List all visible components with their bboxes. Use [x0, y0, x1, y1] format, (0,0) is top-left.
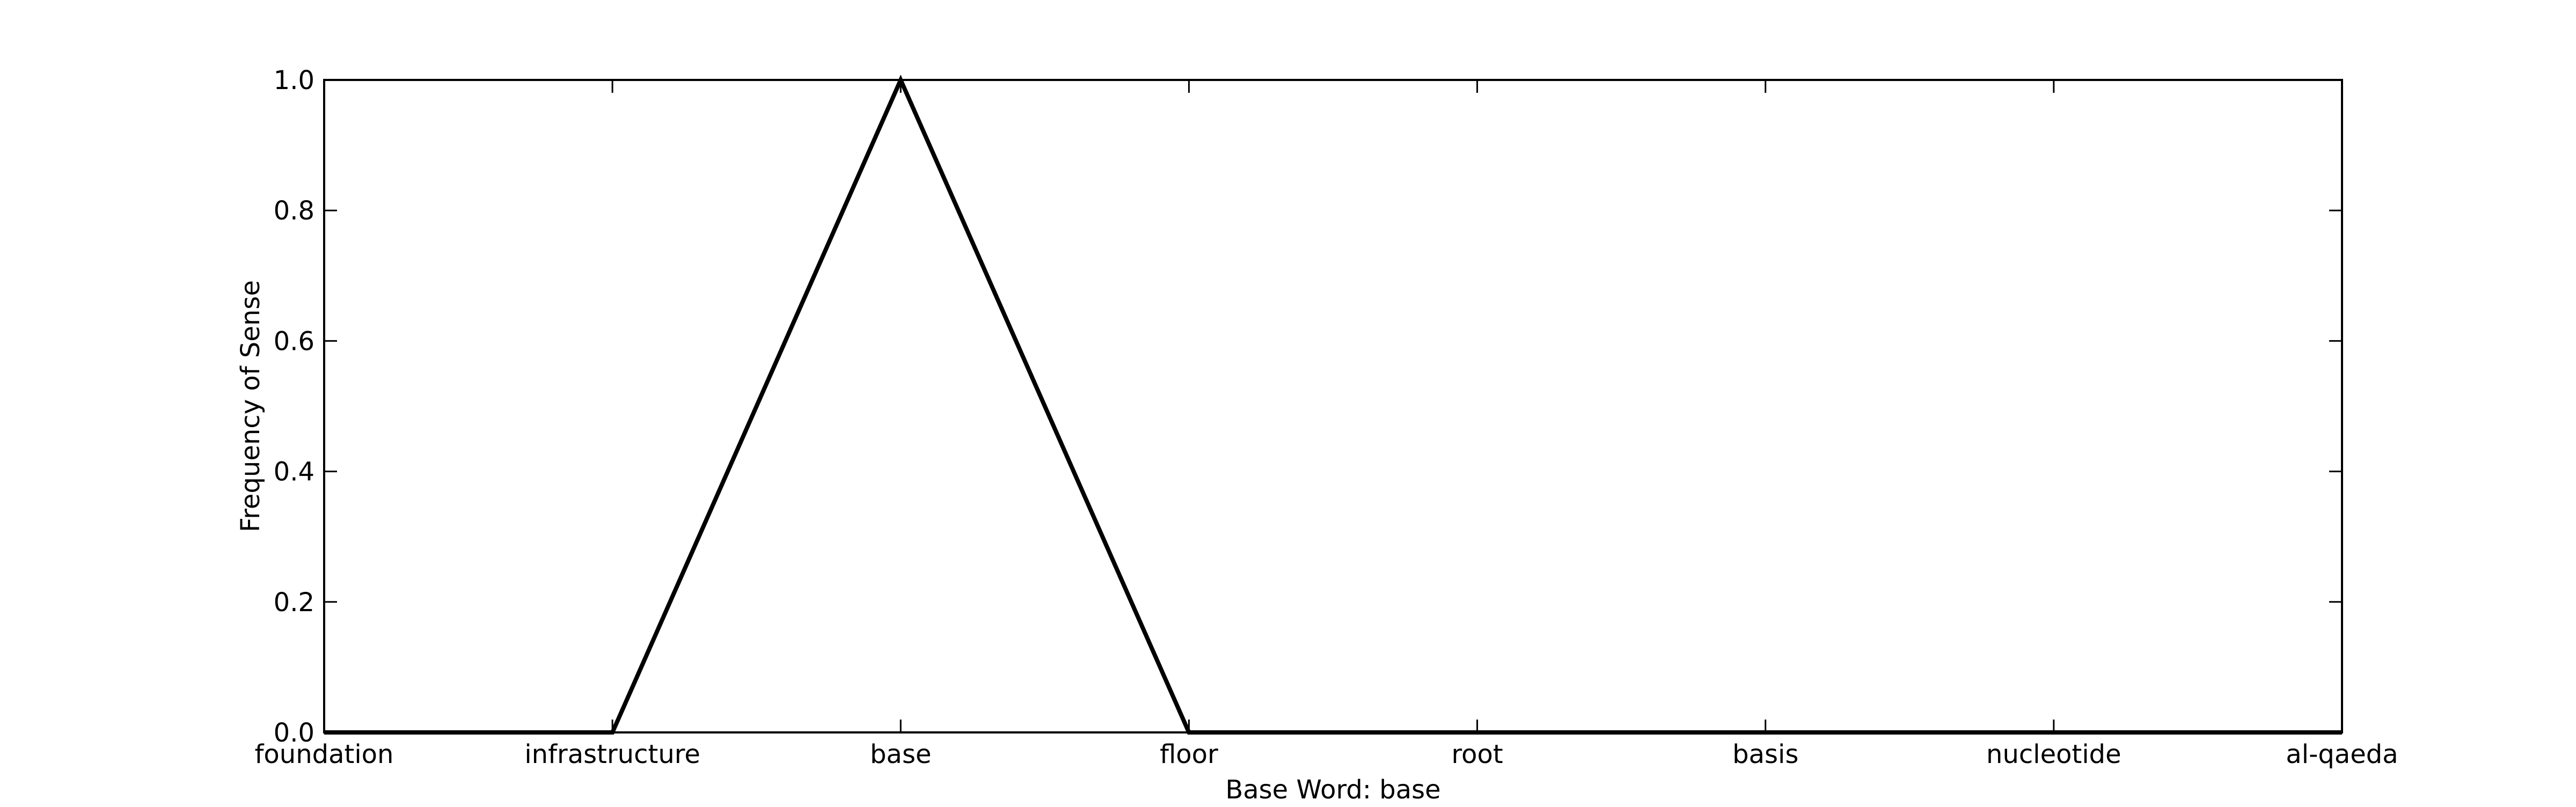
y-tick-label: 0.6 — [274, 326, 314, 356]
y-tick-labels: 0.0 0.2 0.4 0.6 0.8 1.0 — [274, 65, 314, 748]
y-tick-label: 1.0 — [274, 65, 314, 96]
x-tick-label: al-qaeda — [2286, 739, 2398, 769]
x-tick-label: root — [1451, 739, 1503, 769]
y-axis-label: Frequency of Sense — [236, 280, 266, 532]
y-tick-label: 0.8 — [274, 196, 314, 226]
x-axis-label: Base Word: base — [1225, 775, 1440, 805]
y-tick-label: 0.4 — [274, 457, 314, 487]
x-tick-label: floor — [1160, 739, 1218, 769]
series-layer — [324, 80, 2342, 732]
x-tick-label: basis — [1732, 739, 1798, 769]
series-line — [324, 80, 2342, 732]
y-tick-label: 0.0 — [274, 718, 314, 748]
plot-frame — [324, 80, 2342, 732]
y-tick-label: 0.2 — [274, 588, 314, 618]
x-tick-label: base — [870, 739, 931, 769]
x-tick-label: nucleotide — [1986, 739, 2121, 769]
x-tick-label: infrastructure — [524, 739, 700, 769]
ticks-layer — [324, 80, 2342, 732]
